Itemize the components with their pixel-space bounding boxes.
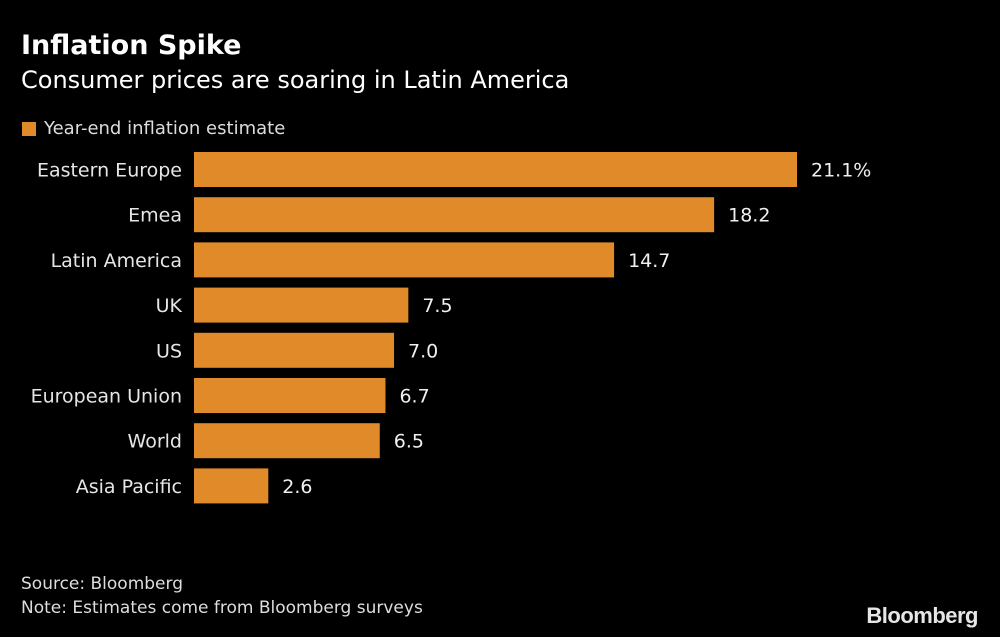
bar	[194, 423, 380, 459]
bar	[194, 378, 386, 413]
data-label: 21.1%	[811, 160, 871, 182]
legend-label: Year-end inflation estimate	[44, 118, 286, 139]
bar	[194, 152, 797, 187]
category-label: Asia Pacific	[76, 476, 182, 498]
category-label: UK	[156, 295, 183, 317]
bar	[194, 332, 395, 368]
bar	[194, 468, 269, 504]
category-label: Eastern Europe	[37, 160, 182, 182]
data-label: 18.2	[728, 205, 770, 227]
data-label: 6.5	[394, 431, 424, 453]
category-label: US	[156, 340, 182, 362]
bar	[194, 242, 615, 278]
data-label: 7.5	[422, 295, 452, 317]
data-label: 14.7	[628, 250, 670, 272]
data-label: 7.0	[408, 340, 438, 362]
bar	[194, 197, 715, 233]
chart-title: Inflation Spike	[21, 30, 242, 61]
category-label: World	[128, 431, 182, 453]
source-note: Source: Bloomberg	[21, 574, 183, 594]
category-label: Emea	[128, 205, 182, 227]
legend-swatch	[22, 121, 36, 136]
category-label: Latin America	[51, 250, 182, 272]
legend: Year-end inflation estimate	[22, 118, 285, 139]
bar	[194, 287, 409, 323]
chart-subtitle: Consumer prices are soaring in Latin Ame…	[21, 66, 570, 94]
category-label: European Union	[31, 386, 182, 408]
data-label: 2.6	[282, 476, 312, 498]
footnote: Note: Estimates come from Bloomberg surv…	[21, 598, 423, 618]
data-label: 6.7	[399, 386, 429, 408]
bloomberg-logo: Bloomberg	[866, 603, 978, 628]
